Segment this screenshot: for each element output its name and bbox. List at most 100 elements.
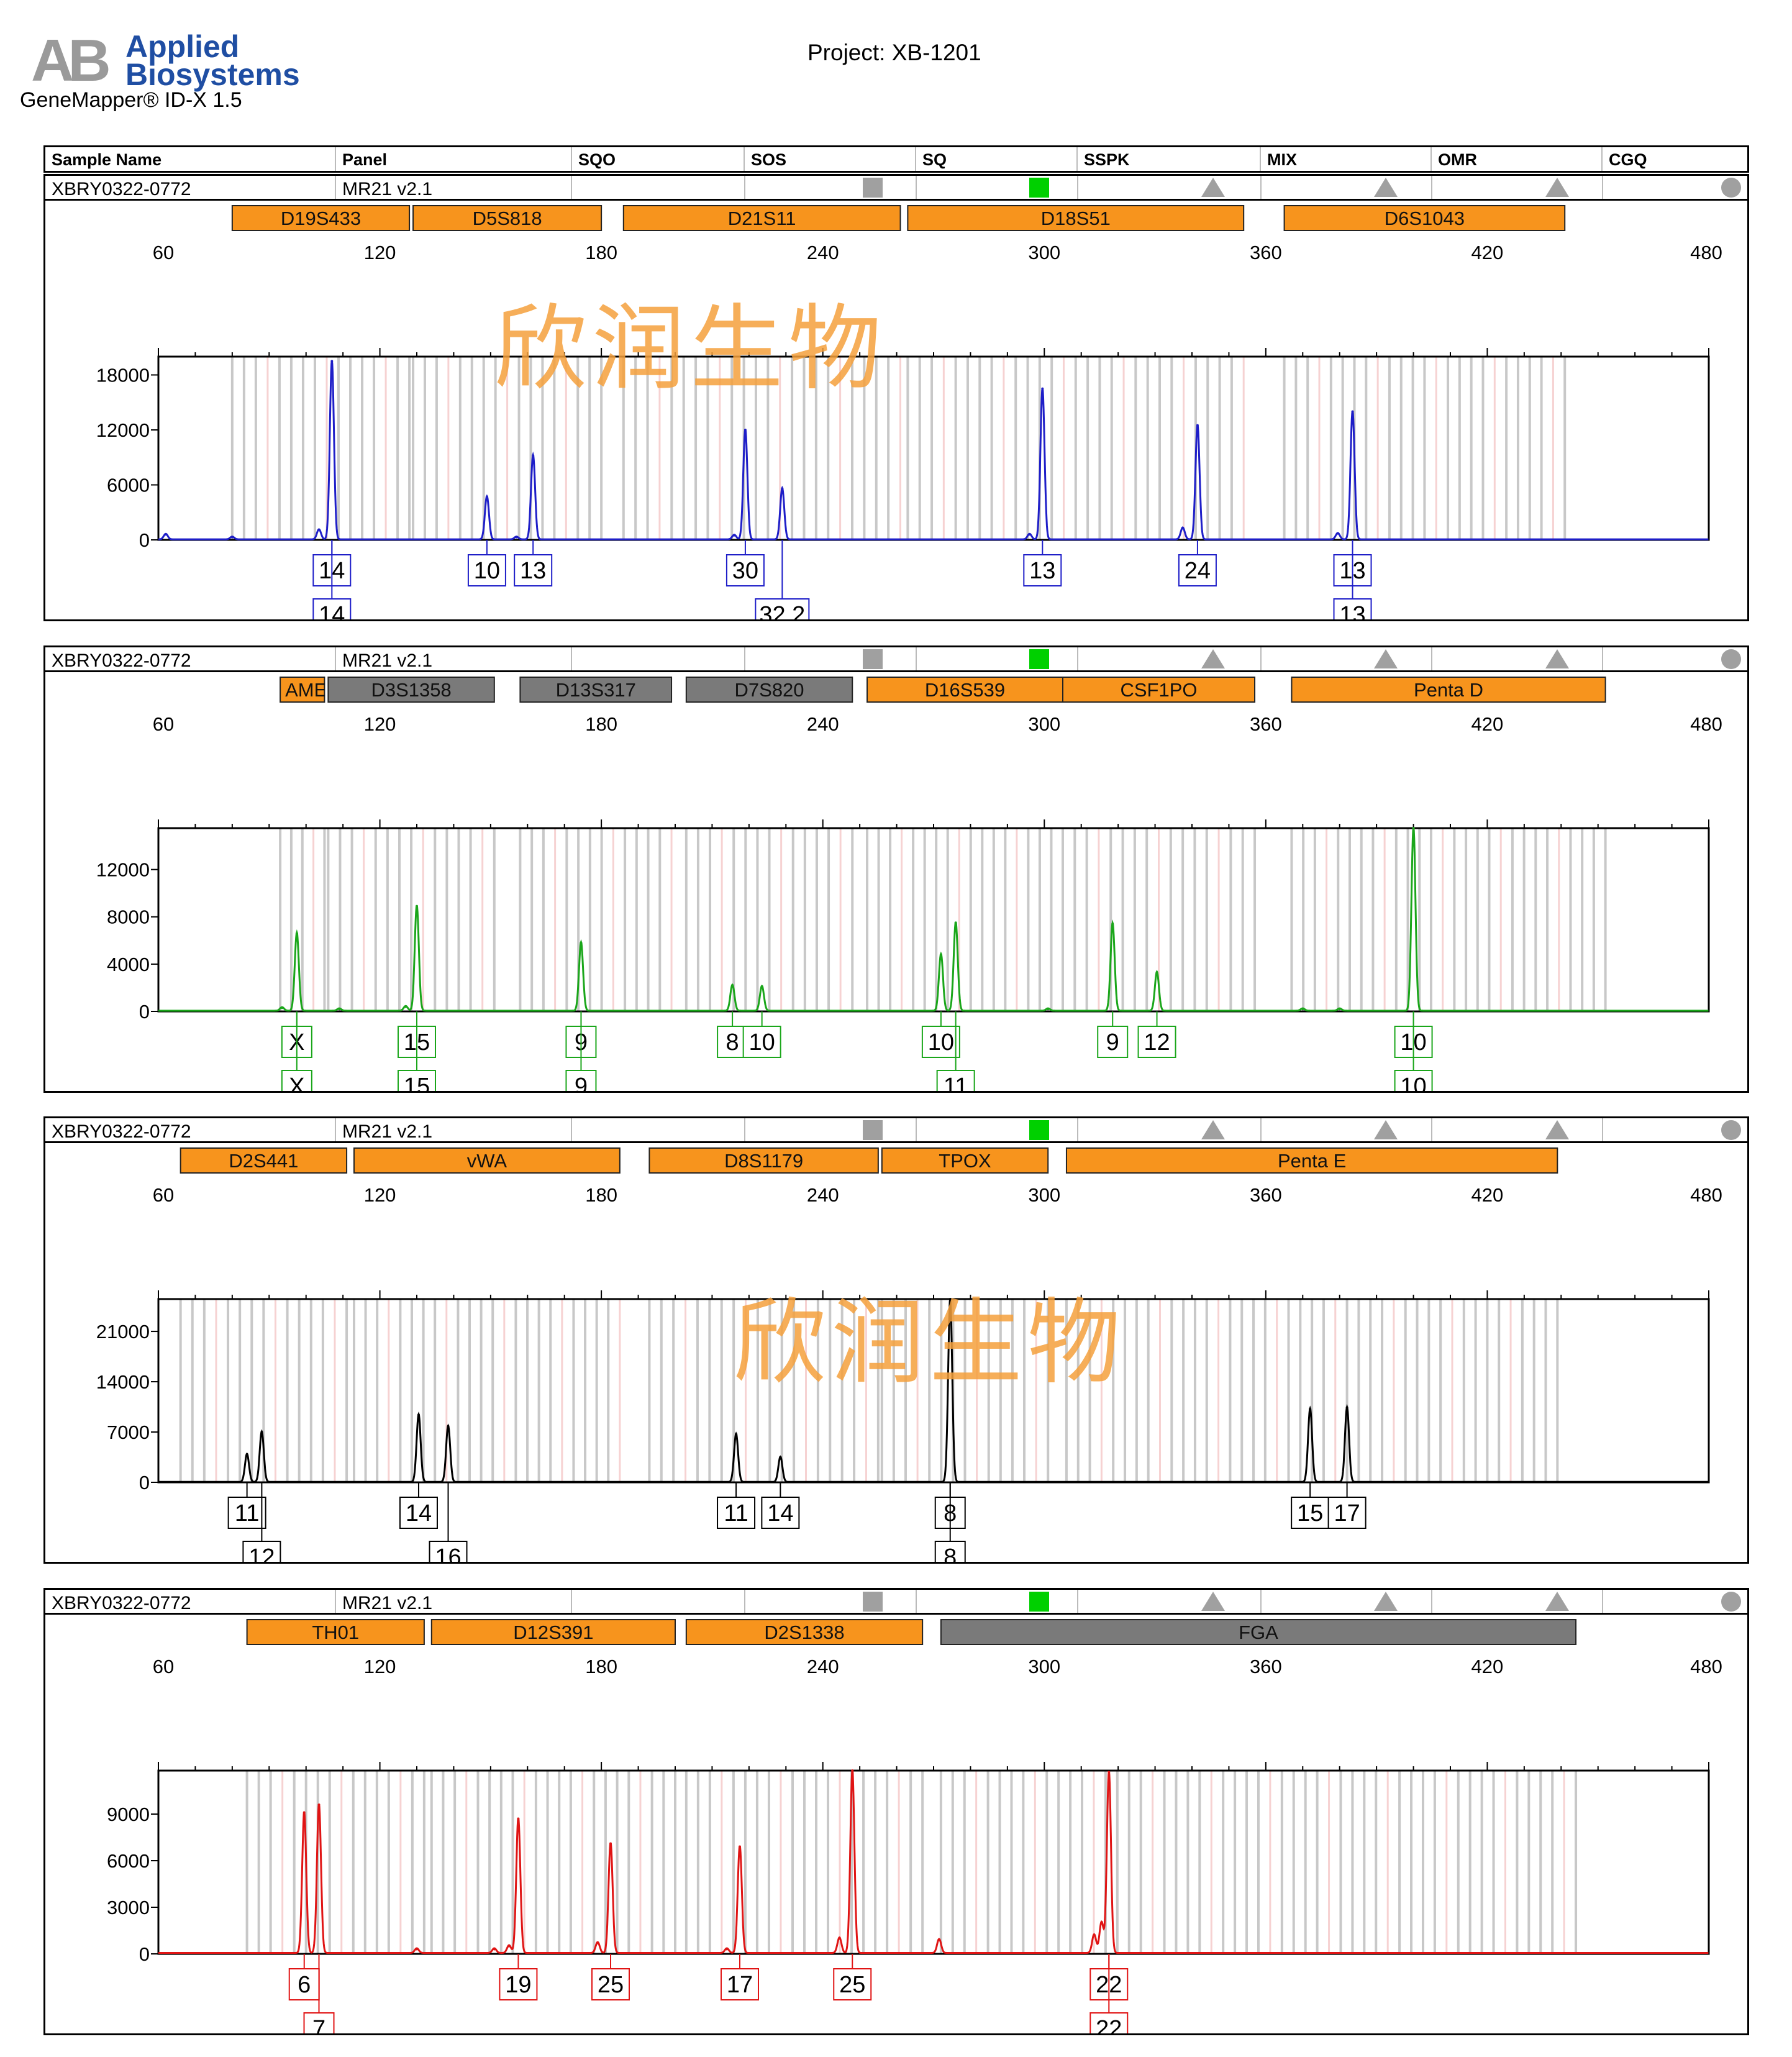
trace-line bbox=[158, 1298, 1709, 1483]
peak-apex bbox=[1181, 526, 1185, 529]
peak-apex bbox=[485, 495, 488, 498]
locus-label: CSF1PO bbox=[1120, 679, 1197, 701]
locus-label: TH01 bbox=[312, 1621, 359, 1643]
allele-box bbox=[591, 1968, 630, 2000]
allele-box bbox=[761, 1497, 800, 1529]
peak-apex bbox=[447, 1425, 450, 1428]
sample-info-row[interactable]: XBRY0322-0772 MR21 v2.1 bbox=[45, 647, 1747, 672]
allele-call: 13 bbox=[1333, 540, 1372, 619]
peak-apex bbox=[417, 1413, 420, 1416]
quality-flag-circle bbox=[1721, 178, 1741, 198]
peak-apex bbox=[1107, 1771, 1111, 1774]
y-tick-label: 0 bbox=[139, 1001, 150, 1023]
allele-call: 22 bbox=[1089, 1954, 1129, 2033]
allele-call: 10 bbox=[742, 1011, 781, 1058]
allele-label: 32.2 bbox=[759, 602, 805, 619]
panel-name: MR21 v2.1 bbox=[336, 647, 572, 671]
sample-info-row[interactable]: XBRY0322-0772 MR21 v2.1 bbox=[45, 1590, 1747, 1615]
allele-call: 10 bbox=[921, 1011, 960, 1058]
x-tick-label: 300 bbox=[1028, 1184, 1060, 1206]
x-tick-label: 240 bbox=[807, 713, 839, 735]
allele-label: 30 bbox=[732, 558, 758, 584]
y-tick-label: 7000 bbox=[107, 1421, 150, 1443]
allele-call: 11 bbox=[717, 1482, 756, 1529]
quality-flag-triangle bbox=[1545, 1592, 1569, 1611]
allele-call: 8 bbox=[717, 1011, 748, 1058]
locus-label: D16S539 bbox=[925, 679, 1005, 701]
locus-rect bbox=[648, 1147, 879, 1174]
quality-flag-square bbox=[1029, 649, 1049, 669]
locus-bar: D21S11 bbox=[622, 205, 901, 231]
quality-flag-square bbox=[1029, 1592, 1049, 1612]
allele-label: 8 bbox=[944, 1544, 957, 1562]
locus-bar: D16S539 bbox=[866, 677, 1063, 703]
peak-apex bbox=[1100, 1922, 1103, 1924]
peak-apex bbox=[1111, 923, 1114, 926]
column-omr: OMR bbox=[1432, 147, 1603, 171]
peak-apex bbox=[733, 534, 736, 537]
quality-flag-triangle bbox=[1545, 649, 1569, 668]
x-tick-label: 120 bbox=[364, 713, 396, 735]
locus-rect bbox=[685, 1619, 924, 1645]
y-tick-label: 8000 bbox=[107, 906, 150, 928]
x-tick-label: 480 bbox=[1690, 1184, 1722, 1206]
peak-apex bbox=[532, 454, 535, 457]
peak-apex bbox=[416, 905, 418, 908]
peak-apex bbox=[338, 1008, 341, 1011]
peak-apex bbox=[948, 1298, 952, 1300]
quality-flag-square bbox=[863, 178, 883, 198]
y-tick-label: 6000 bbox=[107, 475, 150, 496]
peak-apex bbox=[1345, 1406, 1349, 1409]
allele-label: 10 bbox=[928, 1029, 954, 1056]
x-tick-label: 480 bbox=[1690, 1656, 1722, 1677]
allele-label: 10 bbox=[1400, 1074, 1426, 1091]
allele-label: 11 bbox=[724, 1500, 748, 1526]
allele-call: 7 bbox=[303, 1954, 335, 2033]
locus-bar: TH01 bbox=[246, 1619, 425, 1645]
y-tick-label: 18000 bbox=[96, 365, 150, 386]
allele-call: 9 bbox=[565, 1011, 597, 1091]
allele-label: 6 bbox=[298, 1972, 311, 1998]
x-tick-label: 300 bbox=[1028, 242, 1060, 263]
allele-label: 14 bbox=[319, 602, 345, 619]
quality-flag-triangle bbox=[1374, 1592, 1398, 1611]
locus-label: Penta D bbox=[1414, 679, 1483, 701]
locus-rect bbox=[430, 1619, 676, 1645]
logo-mark: AB bbox=[31, 27, 111, 94]
panel-name: MR21 v2.1 bbox=[336, 176, 572, 199]
sample-info-row[interactable]: XBRY0322-0772 MR21 v2.1 bbox=[45, 176, 1747, 201]
allele-label: 13 bbox=[1339, 602, 1365, 619]
dye-panel-blue: XBRY0322-0772 MR21 v2.1 D19S433 D5S818 D21… bbox=[43, 174, 1749, 621]
quality-flag-square bbox=[1029, 1120, 1049, 1140]
locus-label: TPOX bbox=[939, 1150, 991, 1172]
locus-bar: D19S433 bbox=[231, 205, 411, 231]
locus-bar: D5S818 bbox=[412, 205, 603, 231]
locus-label: D6S1043 bbox=[1385, 208, 1465, 229]
peak-apex bbox=[851, 1769, 854, 1772]
x-tick-label: 360 bbox=[1250, 1184, 1282, 1206]
allele-label: X bbox=[289, 1074, 304, 1091]
allele-box bbox=[429, 1541, 468, 1562]
allele-label: 12 bbox=[248, 1544, 275, 1562]
quality-flag-triangle bbox=[1201, 649, 1225, 668]
peak-apex bbox=[1028, 533, 1031, 536]
peak-apex bbox=[317, 1804, 321, 1806]
peak-apex bbox=[1412, 827, 1415, 829]
quality-flag-square bbox=[863, 1120, 883, 1140]
column-sq: SQ bbox=[916, 147, 1078, 171]
peak-apex bbox=[302, 1811, 306, 1814]
x-tick-label: 180 bbox=[585, 1656, 617, 1677]
x-tick-label: 240 bbox=[807, 1656, 839, 1677]
peak-apex bbox=[731, 984, 734, 987]
y-tick-label: 4000 bbox=[107, 954, 150, 975]
peak-apex bbox=[1351, 410, 1354, 413]
allele-call: 13 bbox=[1023, 540, 1062, 586]
allele-box bbox=[1137, 1026, 1176, 1058]
locus-bar: D3S1358 bbox=[327, 677, 495, 703]
locus-rect bbox=[685, 677, 853, 703]
sample-info-row[interactable]: XBRY0322-0772 MR21 v2.1 bbox=[45, 1118, 1747, 1143]
peak-apex bbox=[230, 536, 234, 539]
x-tick-label: 300 bbox=[1028, 1656, 1060, 1677]
quality-flag-triangle bbox=[1374, 649, 1398, 668]
allele-call: 8 bbox=[934, 1482, 966, 1562]
